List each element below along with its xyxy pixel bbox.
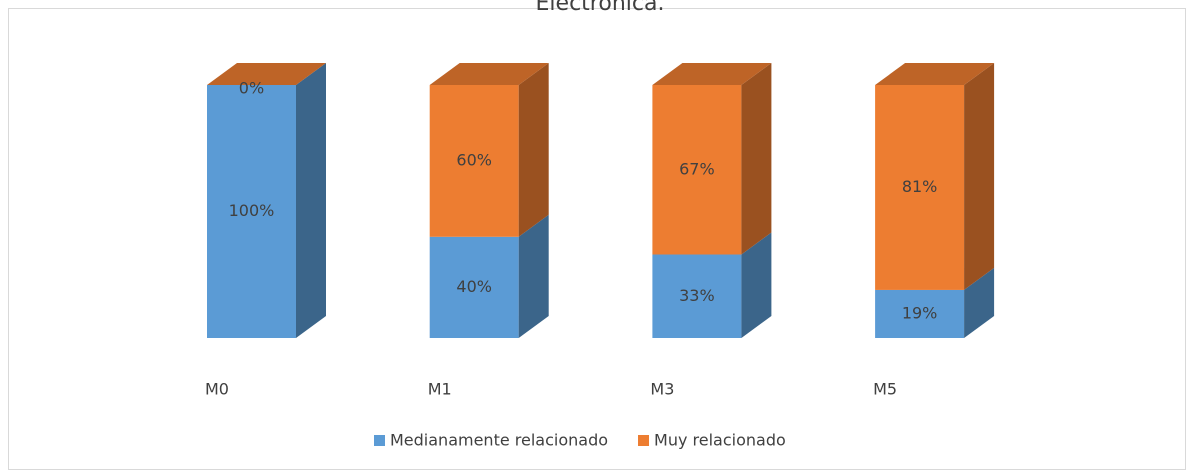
bar-front — [875, 85, 965, 290]
bar-top — [875, 63, 995, 85]
data-label: 0% — [239, 79, 264, 98]
bar-top — [652, 63, 772, 85]
legend-swatch — [638, 435, 650, 446]
bar-front — [652, 85, 742, 255]
bar-side — [518, 63, 549, 237]
bar-side — [741, 232, 772, 338]
x-tick-label: M5 — [873, 380, 897, 399]
data-label: 81% — [902, 177, 938, 196]
bar-side — [741, 63, 772, 255]
legend-swatch — [374, 435, 385, 446]
bar-front — [429, 85, 519, 237]
chart-title: Electrónica. — [536, 0, 665, 16]
chart-frame — [8, 8, 1186, 470]
legend-label: Muy relacionado — [654, 431, 786, 450]
data-label: 67% — [679, 159, 715, 178]
bar-top — [207, 63, 326, 85]
data-label: 100% — [229, 201, 275, 220]
data-label: 40% — [456, 277, 492, 296]
bar-front — [652, 254, 742, 338]
bar-side — [964, 63, 995, 290]
x-tick-label: M0 — [205, 380, 229, 399]
x-tick-label: M3 — [650, 380, 674, 399]
data-label: 60% — [456, 150, 492, 169]
legend-label: Medianamente relacionado — [390, 431, 608, 450]
bar-top — [429, 63, 549, 85]
data-label: 33% — [679, 286, 715, 305]
bar-side — [518, 214, 549, 338]
bar-front — [429, 236, 519, 338]
data-label: 19% — [902, 303, 938, 322]
bar-side — [296, 63, 326, 338]
bar-front — [875, 289, 965, 338]
bar-side — [964, 267, 995, 338]
x-tick-label: M1 — [428, 380, 452, 399]
bar-front — [207, 85, 296, 338]
